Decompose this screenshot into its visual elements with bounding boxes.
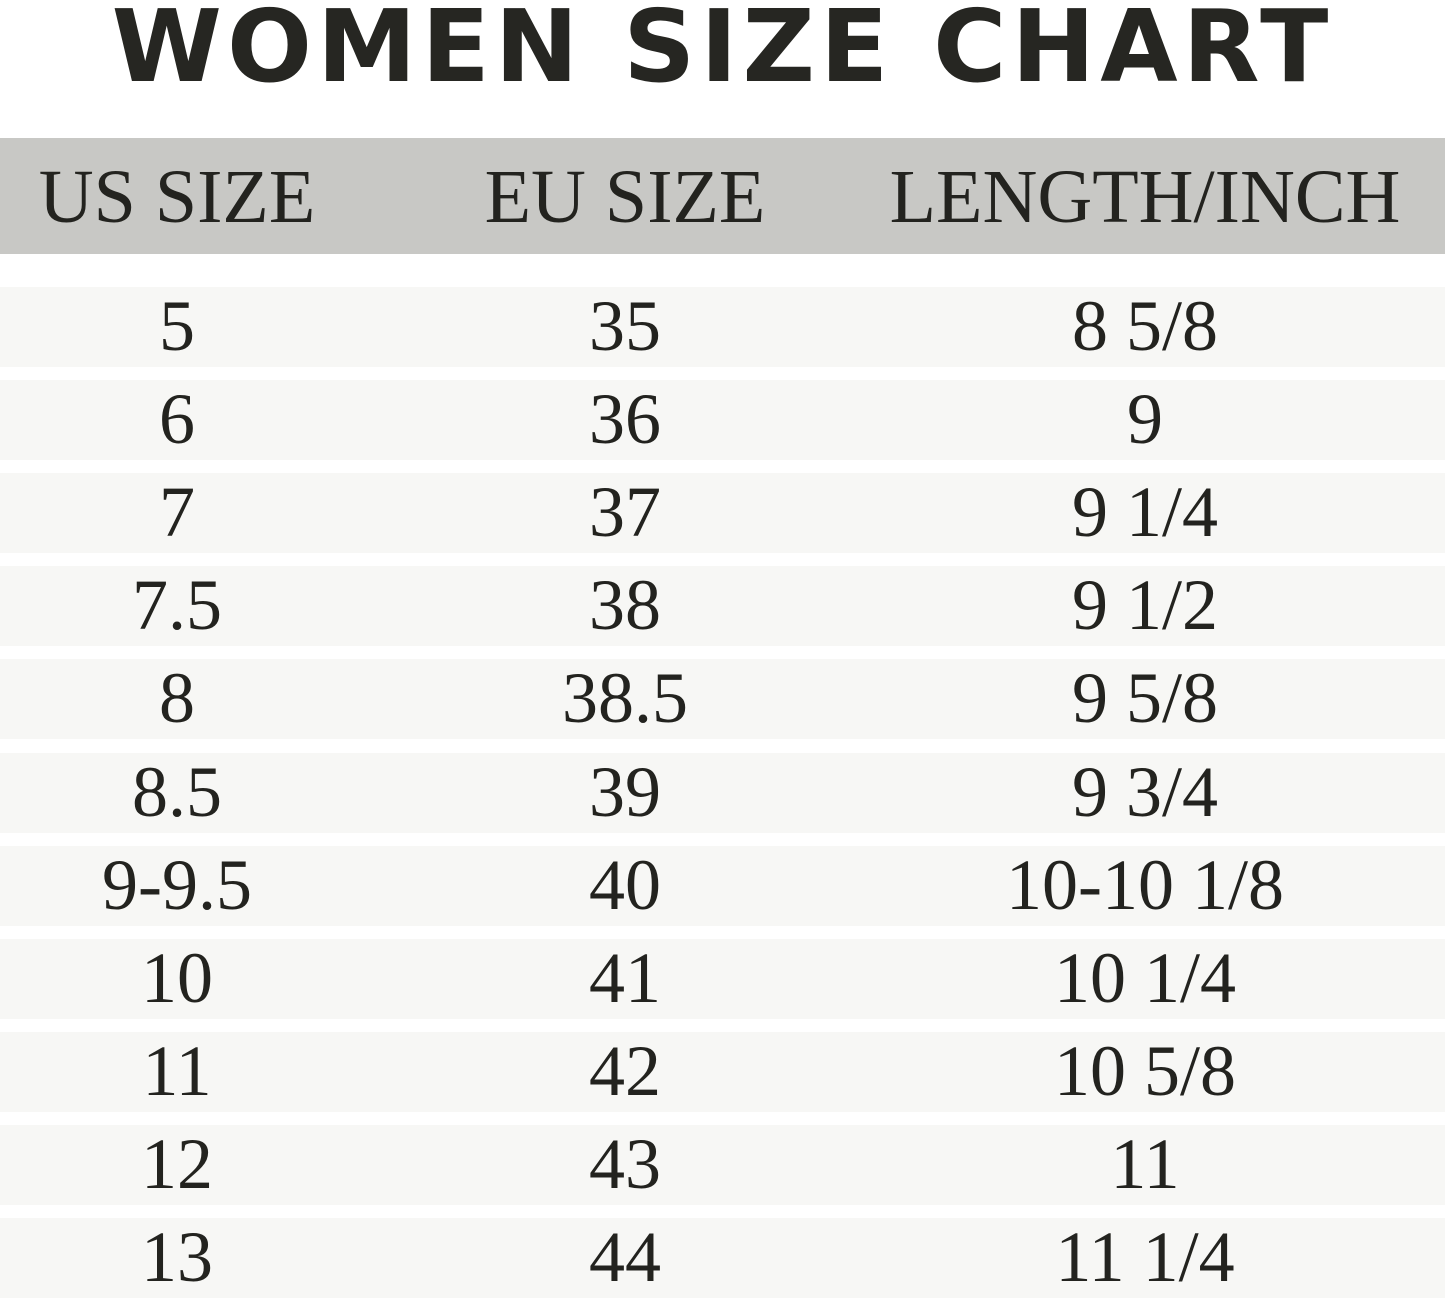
length-inch-cell: 10 1/4 [1053,937,1236,1018]
table-row: 7.5 38 9 1/2 [0,565,1445,647]
length-inch-cell: 11 [1110,1123,1180,1204]
table-row: 9-9.5 40 10-10 1/8 [0,845,1445,926]
us-size-cell: 6 [159,379,195,460]
length-inch-cell: 9 5/8 [1071,658,1218,739]
table-row: 13 44 11 1/4 [0,1217,1445,1298]
us-size-cell: 7.5 [132,565,222,646]
table-row: 10 41 10 1/4 [0,938,1445,1019]
table-row: 8.5 39 9 3/4 [0,752,1445,833]
eu-size-cell: 35 [589,286,661,366]
table-row: 8 38.5 9 5/8 [0,658,1445,740]
us-size-cell: 13 [141,1217,213,1297]
length-inch-cell: 9 1/4 [1071,472,1218,553]
table-row: 5 35 8 5/8 [0,286,1445,367]
eu-size-cell: 38.5 [562,658,688,739]
eu-size-cell: 37 [589,472,661,553]
length-inch-cell: 8 5/8 [1071,286,1218,366]
column-header-us-size: US SIZE [38,155,316,239]
length-inch-cell: 10-10 1/8 [1006,844,1284,925]
length-inch-cell: 9 1/2 [1071,565,1218,646]
table-row: 11 42 10 5/8 [0,1031,1445,1112]
eu-size-cell: 44 [589,1217,661,1297]
table-header: US SIZE EU SIZE LENGTH/INCH [0,138,1445,254]
eu-size-cell: 42 [589,1030,661,1111]
us-size-cell: 11 [142,1030,212,1111]
us-size-cell: 5 [159,286,195,366]
eu-size-cell: 38 [589,565,661,646]
eu-size-cell: 43 [589,1123,661,1204]
column-header-eu-size: EU SIZE [484,155,766,239]
column-header-length-inch: LENGTH/INCH [889,155,1401,239]
length-inch-cell: 9 [1127,379,1163,460]
table-row: 12 43 11 [0,1124,1445,1205]
us-size-cell: 8.5 [132,751,222,832]
table-row: 6 36 9 [0,379,1445,461]
eu-size-cell: 41 [589,937,661,1018]
eu-size-cell: 40 [589,844,661,925]
us-size-cell: 12 [141,1123,213,1204]
us-size-cell: 9-9.5 [102,844,252,925]
us-size-cell: 7 [159,472,195,553]
length-inch-cell: 10 5/8 [1053,1030,1236,1111]
chart-title: WOMEN SIZE CHART [111,0,1334,105]
table-row: 7 37 9 1/4 [0,472,1445,554]
us-size-cell: 8 [159,658,195,739]
eu-size-cell: 36 [589,379,661,460]
length-inch-cell: 9 3/4 [1071,751,1218,832]
length-inch-cell: 11 1/4 [1055,1217,1235,1297]
us-size-cell: 10 [141,937,213,1018]
eu-size-cell: 39 [589,751,661,832]
